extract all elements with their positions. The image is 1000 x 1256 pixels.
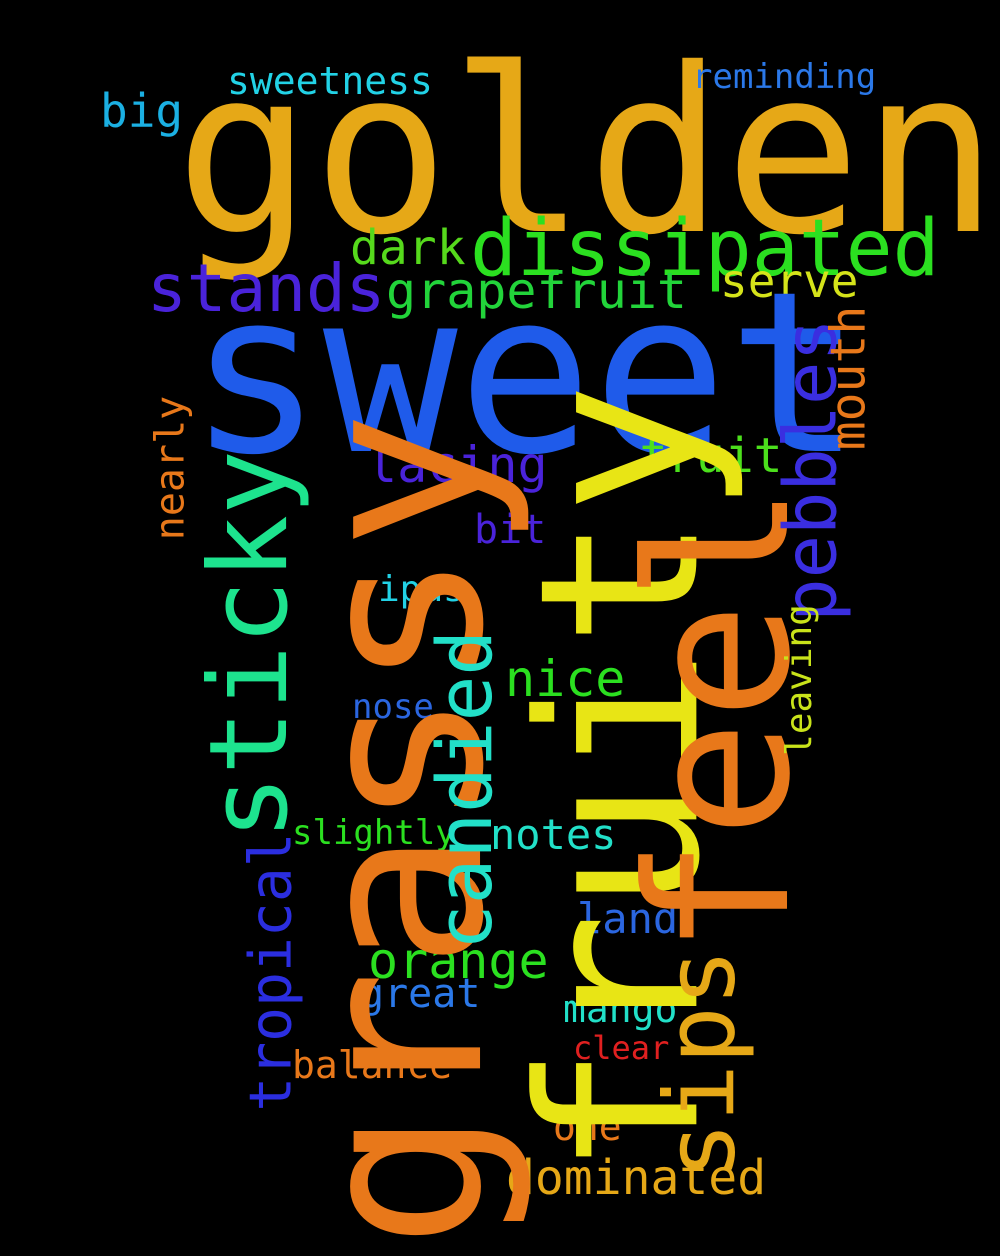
word-dominated: dominated [506, 1150, 767, 1206]
word-slightly: slightly [292, 813, 456, 853]
word-nice: nice [505, 650, 626, 708]
word-lacing: lacing [367, 436, 548, 494]
word-clear: clear [573, 1029, 670, 1067]
word-stands: stands [147, 250, 386, 327]
word-land: land [577, 894, 679, 943]
word-ipas: ipas [378, 569, 465, 610]
word-bit: bit [474, 507, 547, 553]
word-serve: serve [720, 254, 859, 308]
word-reminding: reminding [692, 57, 877, 97]
word-mango: mango [563, 987, 678, 1031]
word-balance: balance [292, 1043, 453, 1087]
word-sticky: sticky [187, 449, 313, 841]
word-leaving: leaving [778, 604, 820, 756]
word-sweetness: sweetness [227, 59, 433, 103]
word-orange: orange [368, 932, 549, 990]
word-sips: sips [644, 948, 757, 1180]
word-dissipated: dissipated [470, 204, 940, 294]
word-nose: nose [352, 687, 434, 727]
word-nearly: nearly [146, 395, 193, 541]
word-fruit: fruit [638, 428, 783, 484]
word-notes: notes [490, 810, 617, 859]
word-grapefruit: grapefruit [386, 262, 688, 320]
word-one: one [553, 1105, 622, 1149]
word-mouth: mouth [819, 305, 876, 451]
word-golden: golden [175, 19, 999, 285]
word-big: big [100, 84, 184, 138]
word-great: great [360, 971, 481, 1017]
word-sweet: sweet [188, 243, 863, 504]
word-dark: dark [350, 220, 466, 276]
word-candied: candied [420, 629, 510, 951]
word-tropical: tropical [236, 832, 305, 1112]
